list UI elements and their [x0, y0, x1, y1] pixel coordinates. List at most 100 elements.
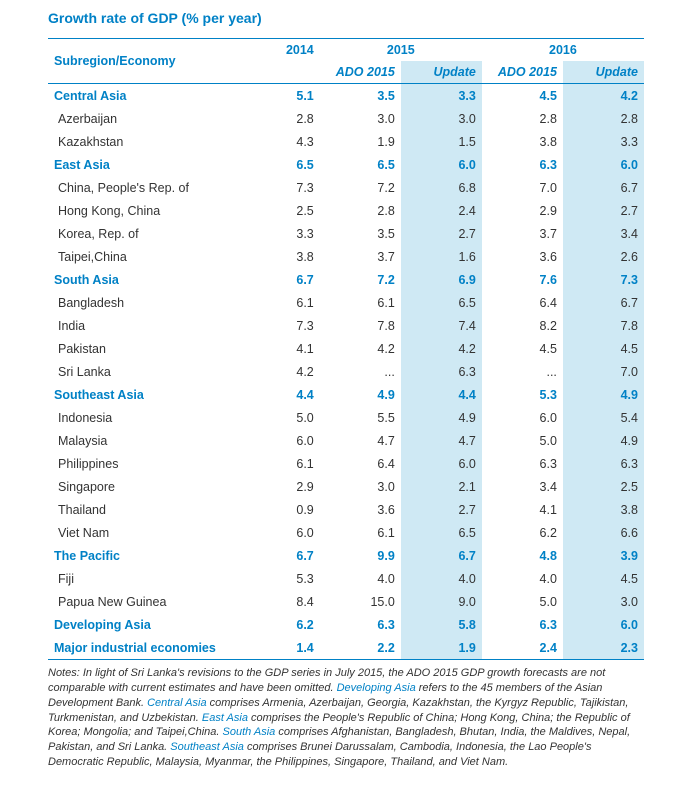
row-label: Central Asia [48, 84, 239, 108]
row-label: Southeast Asia [48, 383, 239, 406]
table-row: Papua New Guinea8.415.09.05.03.0 [48, 590, 644, 613]
row-value: 6.3 [563, 452, 644, 475]
notes-i1: ADO 2015 [406, 667, 457, 679]
table-row: Fiji5.34.04.04.04.5 [48, 567, 644, 590]
row-value: 1.9 [401, 636, 482, 660]
notes-h5: Southeast Asia [170, 741, 244, 753]
row-value: 3.8 [563, 498, 644, 521]
row-label: Developing Asia [48, 613, 239, 636]
table-row: Viet Nam6.06.16.56.26.6 [48, 521, 644, 544]
notes-lead: Notes: [48, 667, 80, 679]
header-ado-2015a: ADO 2015 [320, 61, 401, 84]
row-value: 3.3 [563, 130, 644, 153]
table-row: Kazakhstan4.31.91.53.83.3 [48, 130, 644, 153]
row-label: Major industrial economies [48, 636, 239, 660]
header-2016: 2016 [482, 39, 644, 62]
table-row: India7.37.87.48.27.8 [48, 314, 644, 337]
table-row: Malaysia6.04.74.75.04.9 [48, 429, 644, 452]
row-value: 8.2 [482, 314, 563, 337]
row-value: 4.4 [401, 383, 482, 406]
table-row: Indonesia5.05.54.96.05.4 [48, 406, 644, 429]
row-value: 2.6 [563, 245, 644, 268]
table-container: Growth rate of GDP (% per year) Subregio… [0, 0, 688, 788]
row-value: 3.7 [482, 222, 563, 245]
row-value: 6.5 [239, 153, 320, 176]
row-value: ... [482, 360, 563, 383]
notes-h3: East Asia [202, 712, 248, 724]
row-value: 6.7 [401, 544, 482, 567]
row-value: 2.8 [320, 199, 401, 222]
row-value: 4.7 [401, 429, 482, 452]
row-value: 4.2 [401, 337, 482, 360]
row-value: 5.5 [320, 406, 401, 429]
row-value: 2.8 [239, 107, 320, 130]
row-label: Philippines [48, 452, 239, 475]
row-value: ... [320, 360, 401, 383]
row-value: 4.0 [320, 567, 401, 590]
row-value: 5.4 [563, 406, 644, 429]
row-value: 7.3 [239, 314, 320, 337]
row-value: 4.9 [320, 383, 401, 406]
row-label: Sri Lanka [48, 360, 239, 383]
gdp-table: Subregion/Economy 2014 2015 2016 ADO 201… [48, 38, 644, 660]
row-value: 2.3 [563, 636, 644, 660]
row-value: 4.5 [482, 337, 563, 360]
table-row: Philippines6.16.46.06.36.3 [48, 452, 644, 475]
row-label: Azerbaijan [48, 107, 239, 130]
row-value: 4.0 [482, 567, 563, 590]
table-row: Developing Asia6.26.35.86.36.0 [48, 613, 644, 636]
row-value: 2.9 [482, 199, 563, 222]
row-value: 7.0 [563, 360, 644, 383]
row-value: 3.6 [320, 498, 401, 521]
row-value: 6.3 [401, 360, 482, 383]
row-value: 3.7 [320, 245, 401, 268]
row-value: 6.8 [401, 176, 482, 199]
table-notes: Notes: In light of Sri Lanka's revisions… [48, 666, 644, 770]
row-label: Hong Kong, China [48, 199, 239, 222]
table-row: South Asia6.77.26.97.67.3 [48, 268, 644, 291]
row-label: Korea, Rep. of [48, 222, 239, 245]
table-row: Korea, Rep. of3.33.52.73.73.4 [48, 222, 644, 245]
row-value: 6.9 [401, 268, 482, 291]
row-value: 6.0 [239, 429, 320, 452]
header-ado-2015b: ADO 2015 [482, 61, 563, 84]
row-value: 2.4 [401, 199, 482, 222]
row-value: 6.4 [482, 291, 563, 314]
row-label: Viet Nam [48, 521, 239, 544]
row-value: 5.3 [239, 567, 320, 590]
row-value: 5.0 [482, 590, 563, 613]
header-blank [239, 61, 320, 84]
table-row: East Asia6.56.56.06.36.0 [48, 153, 644, 176]
row-label: Indonesia [48, 406, 239, 429]
row-value: 4.0 [401, 567, 482, 590]
row-value: 9.0 [401, 590, 482, 613]
row-value: 7.0 [482, 176, 563, 199]
table-title: Growth rate of GDP (% per year) [48, 10, 644, 26]
row-value: 4.7 [320, 429, 401, 452]
row-value: 2.7 [563, 199, 644, 222]
row-label: Kazakhstan [48, 130, 239, 153]
row-value: 7.4 [401, 314, 482, 337]
header-subregion: Subregion/Economy [48, 39, 239, 84]
row-value: 6.2 [239, 613, 320, 636]
row-value: 7.3 [563, 268, 644, 291]
row-value: 4.9 [563, 429, 644, 452]
row-value: 6.5 [320, 153, 401, 176]
row-value: 4.5 [563, 337, 644, 360]
header-update-2015: Update [401, 61, 482, 84]
row-value: 7.2 [320, 268, 401, 291]
table-row: Major industrial economies1.42.21.92.42.… [48, 636, 644, 660]
row-label: Pakistan [48, 337, 239, 360]
row-value: 3.5 [320, 84, 401, 108]
row-value: 7.8 [320, 314, 401, 337]
row-label: Fiji [48, 567, 239, 590]
row-value: 6.5 [401, 291, 482, 314]
row-value: 7.8 [563, 314, 644, 337]
row-value: 6.6 [563, 521, 644, 544]
header-update-2016: Update [563, 61, 644, 84]
row-value: 15.0 [320, 590, 401, 613]
row-value: 9.9 [320, 544, 401, 567]
row-value: 4.2 [563, 84, 644, 108]
row-value: 4.5 [482, 84, 563, 108]
row-value: 7.3 [239, 176, 320, 199]
